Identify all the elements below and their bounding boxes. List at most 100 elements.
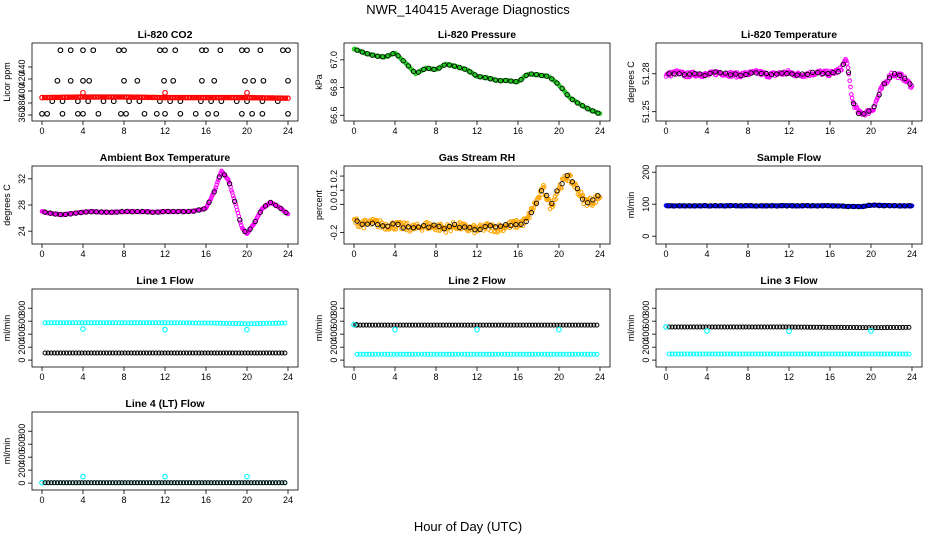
point [394,322,400,328]
point [126,94,132,100]
point [725,324,730,330]
y-tick-label: 0 [17,481,27,486]
point [128,350,134,356]
point [164,94,171,101]
point [795,324,801,330]
sample-point [727,203,734,209]
point [758,351,764,357]
series-line-4-black [42,480,288,486]
point [260,350,266,356]
x-tick-label: 24 [907,249,917,259]
sample-point [278,205,284,212]
point [88,320,94,326]
sample-point [569,179,575,185]
point [85,94,91,100]
sample-point [866,108,872,114]
x-tick-label: 4 [704,126,709,136]
y-tick-label: 200 [17,463,27,478]
point [496,228,501,234]
point [841,324,847,330]
series-co2-high [57,47,291,54]
point [223,94,230,101]
point [366,322,372,328]
sample-point [144,209,151,215]
point [239,47,245,54]
sample-point [528,209,534,216]
point [826,351,832,357]
point [82,94,89,100]
x-tick-label: 4 [392,126,397,136]
sample-point [42,209,48,215]
point [42,480,48,486]
y-tick-label: 360 [17,107,27,122]
point [471,351,477,357]
point [57,350,63,356]
point [48,320,54,326]
point [113,94,120,100]
point [73,480,79,486]
panel-title: Gas Stream RH [439,152,515,164]
point [354,351,360,357]
point [425,351,431,357]
point [86,77,92,84]
sample-point [564,172,570,179]
point [190,94,196,101]
point [590,203,595,208]
point [116,94,122,100]
point [863,325,869,331]
point [80,473,86,480]
x-tick-label: 20 [554,249,564,259]
point [260,480,266,486]
point [214,182,219,188]
point [161,77,167,84]
sample-point [794,203,800,209]
plot-frame [31,42,299,122]
point [874,97,880,103]
point [887,351,893,357]
point [360,351,366,357]
sample-point [840,203,846,209]
point [54,94,61,101]
point [823,351,829,357]
sample-point [446,223,452,230]
point [199,480,205,486]
point [734,324,740,330]
sample-point [585,200,591,206]
point [64,480,70,486]
panel-title: Li-820 Temperature [741,29,837,41]
y-tick-label: 32 [17,174,27,184]
sample-point [579,103,586,109]
point [761,351,767,357]
point [123,94,130,100]
point [119,480,125,486]
sample-point [487,76,493,82]
sample-point [733,203,739,209]
sample-point [815,70,821,76]
point [532,351,538,357]
point [131,480,137,486]
point [282,480,288,486]
point [202,320,208,326]
sample-point [692,71,698,77]
sample-point [722,203,729,209]
series-box-temperature [39,168,291,237]
point [44,110,50,117]
point [177,480,183,486]
x-tick-label: 0 [39,372,44,382]
point [721,351,727,357]
point [216,94,222,101]
point [276,320,282,326]
y-tick-label: 600 [329,314,339,329]
point [80,47,86,54]
sample-point [692,203,698,209]
point [551,322,557,328]
point [199,350,205,356]
point [409,351,415,357]
point [85,480,91,486]
point [502,351,508,357]
sample-point [559,85,565,92]
point [165,350,171,356]
point [75,110,81,117]
sample-point [717,203,723,209]
point [704,328,710,334]
